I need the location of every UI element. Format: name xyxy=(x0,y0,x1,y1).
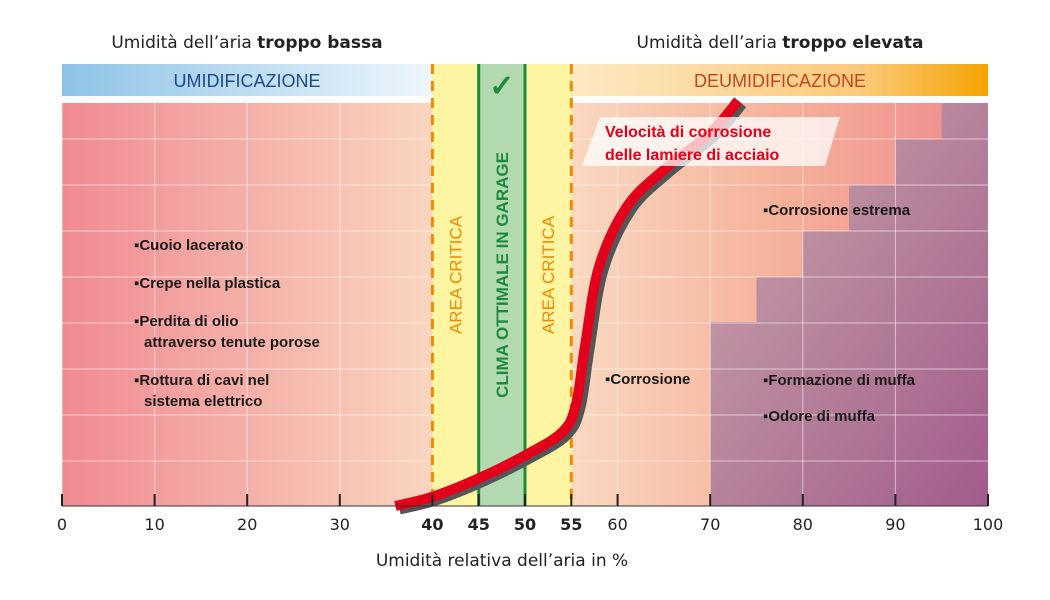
tick-label: 90 xyxy=(885,515,905,534)
low-humidity-effects: ▪Cuoio lacerato ▪Crepe nella plastica ▪Per… xyxy=(134,237,320,410)
tick-label: 30 xyxy=(330,515,350,534)
tick-label: 20 xyxy=(237,515,257,534)
tick-label: 80 xyxy=(793,515,813,534)
low-effect-item: ▪Rottura di cavi nel sistema elettrico xyxy=(134,372,269,410)
critical-zone-label: AREA CRITICA xyxy=(447,215,466,334)
mold-smell-item: ▪Odore di muffa xyxy=(763,408,876,425)
humidify-band xyxy=(62,64,432,96)
tick-label: 70 xyxy=(700,515,720,534)
tick-label: 10 xyxy=(144,515,164,534)
x-axis: 0 10 20 30 40 45 50 55 60 70 80 90 100 xyxy=(57,494,1003,534)
tick-label: 45 xyxy=(468,515,490,534)
high-humidity-header: Umidità dell’aria troppo elevata xyxy=(637,33,924,53)
x-axis-label: Umidità relativa dell’aria in % xyxy=(376,551,628,571)
curve-label: Velocità di corrosione delle lamiere di … xyxy=(605,124,780,164)
dehumidify-band xyxy=(571,64,988,96)
low-humidity-area xyxy=(62,103,433,506)
dehumidify-label: DEUMIDIFICAZIONE xyxy=(694,71,866,91)
zones: ✓ AREA CRITICA CLIMA OTTIMALE IN GARAGE ARE… xyxy=(430,64,573,506)
critical-zone-label: AREA CRITICA xyxy=(539,215,558,334)
low-effect-item: ▪Crepe nella plastica xyxy=(134,275,281,292)
humidify-label: UMIDIFICAZIONE xyxy=(174,71,321,91)
checkmark-icon: ✓ xyxy=(489,70,514,103)
tick-label: 50 xyxy=(514,515,536,534)
optimal-zone xyxy=(478,64,525,506)
tick-label: 55 xyxy=(560,515,582,534)
extreme-corrosion-item: ▪Corrosione estrema xyxy=(763,202,911,219)
plot-background xyxy=(62,103,988,506)
tick-label: 60 xyxy=(607,515,627,534)
curve-line xyxy=(394,97,742,511)
high-humidity-effects: ▪Corrosione ▪Corrosione estrema ▪Formazion… xyxy=(605,202,916,425)
tick-label: 40 xyxy=(421,515,443,534)
critical-zone xyxy=(432,64,479,506)
optimal-zone-label: CLIMA OTTIMALE IN GARAGE xyxy=(493,152,512,398)
corrosion-item: ▪Corrosione xyxy=(605,371,690,388)
tick-label: 100 xyxy=(973,515,1004,534)
mold-area xyxy=(710,103,988,506)
corrosion-curve xyxy=(394,97,747,515)
low-effect-item: ▪Perdita di olio attraverso tenute porose xyxy=(134,313,320,351)
mold-item: ▪Formazione di muffa xyxy=(763,372,916,389)
low-effect-item: ▪Cuoio lacerato xyxy=(134,237,244,254)
tick-label: 0 xyxy=(57,515,67,534)
low-humidity-header: Umidità dell’aria troppo bassa xyxy=(111,33,382,53)
curve-label-box xyxy=(582,117,840,166)
